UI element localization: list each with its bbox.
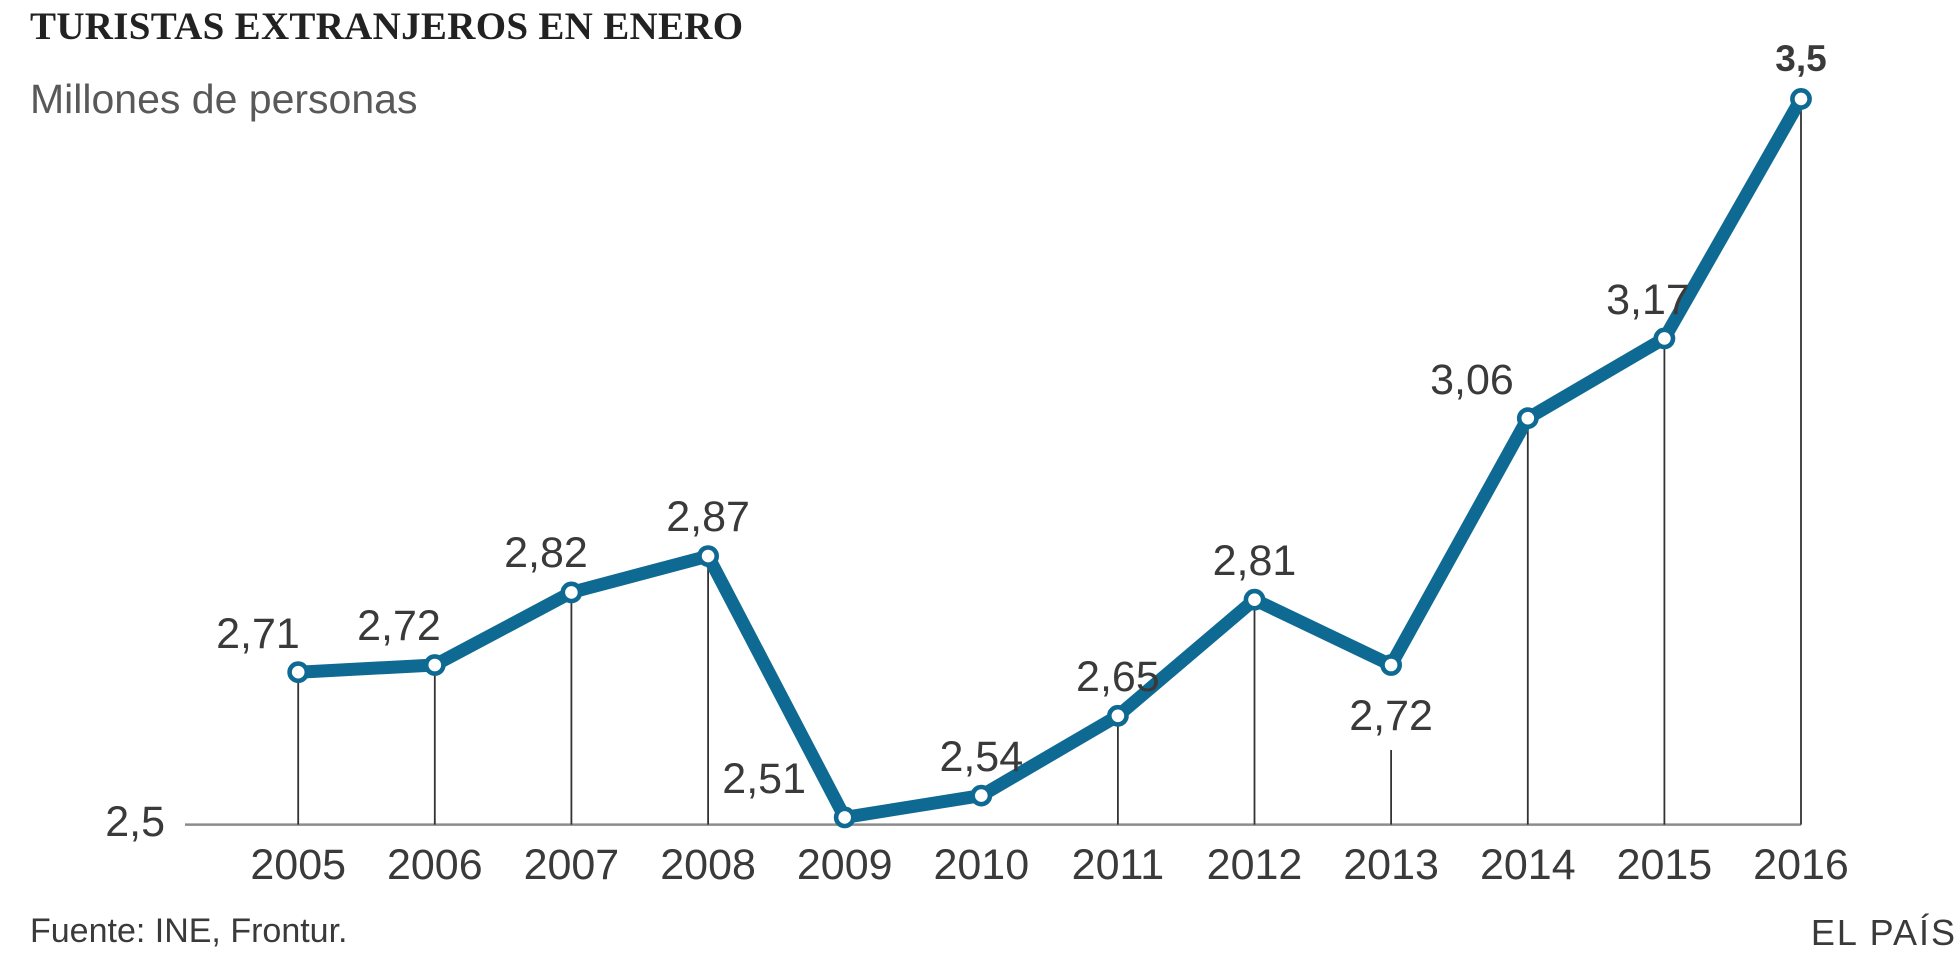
svg-text:2015: 2015: [1617, 841, 1713, 889]
svg-text:2005: 2005: [250, 841, 346, 889]
svg-text:2,51: 2,51: [722, 755, 806, 803]
svg-text:2011: 2011: [1072, 841, 1164, 889]
svg-text:3,06: 3,06: [1430, 356, 1514, 404]
svg-text:2008: 2008: [660, 841, 756, 889]
svg-text:2010: 2010: [933, 841, 1029, 889]
svg-text:2013: 2013: [1343, 841, 1439, 889]
svg-text:2,81: 2,81: [1213, 537, 1297, 585]
svg-text:3,5: 3,5: [1775, 38, 1826, 79]
svg-text:2,72: 2,72: [1349, 692, 1433, 740]
svg-text:2009: 2009: [797, 841, 893, 889]
svg-text:2,87: 2,87: [666, 493, 750, 541]
svg-text:2,71: 2,71: [216, 610, 300, 658]
svg-text:2,82: 2,82: [504, 529, 588, 577]
svg-text:2,72: 2,72: [357, 602, 441, 650]
svg-text:2,54: 2,54: [939, 733, 1023, 781]
svg-text:2,65: 2,65: [1076, 653, 1160, 701]
svg-text:2012: 2012: [1207, 841, 1303, 889]
svg-text:3,17: 3,17: [1606, 276, 1690, 324]
svg-text:2,5: 2,5: [105, 798, 165, 846]
svg-text:2016: 2016: [1753, 841, 1849, 889]
svg-text:2007: 2007: [524, 841, 620, 889]
svg-text:2006: 2006: [387, 841, 483, 889]
svg-text:2014: 2014: [1480, 841, 1576, 889]
